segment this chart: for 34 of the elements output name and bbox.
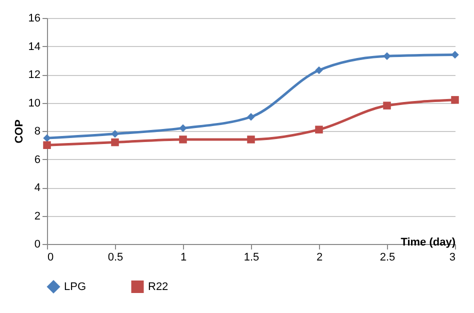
point	[111, 130, 119, 138]
x-tick-label: 0	[48, 252, 54, 264]
x-tick-label: 2.5	[380, 252, 396, 264]
point	[247, 113, 255, 121]
y-tick-label: 16	[28, 12, 40, 24]
y-tick-label: 4	[34, 182, 40, 194]
point	[451, 96, 459, 104]
y-tick-label: 0	[34, 238, 40, 250]
legend-label: R22	[148, 280, 168, 293]
y-tick-label: 2	[34, 210, 40, 222]
point	[247, 136, 255, 144]
x-tick-label: 2	[316, 252, 323, 264]
x-tick-label: 0.5	[108, 252, 124, 264]
y-tick-label: 8	[34, 126, 40, 138]
x-axis-title: Time (day)	[400, 236, 456, 248]
point	[179, 136, 187, 144]
point	[315, 66, 323, 74]
y-tick-label: 10	[28, 97, 40, 110]
point	[179, 124, 187, 132]
x-tick-label: 3	[449, 252, 456, 264]
point	[383, 102, 391, 110]
point	[315, 126, 323, 134]
point	[383, 52, 391, 60]
legend-label: LPG	[64, 280, 86, 293]
point	[111, 138, 119, 146]
x-tick-label: 1	[180, 252, 187, 264]
x-tick-label: 1.5	[244, 252, 260, 264]
y-tick-label: 12	[28, 69, 40, 81]
y-tick-label: 6	[34, 154, 40, 166]
point	[451, 50, 459, 59]
y-axis-title: COP	[13, 120, 26, 144]
point	[43, 134, 51, 142]
y-tick-label: 14	[28, 40, 40, 53]
point	[43, 141, 51, 149]
